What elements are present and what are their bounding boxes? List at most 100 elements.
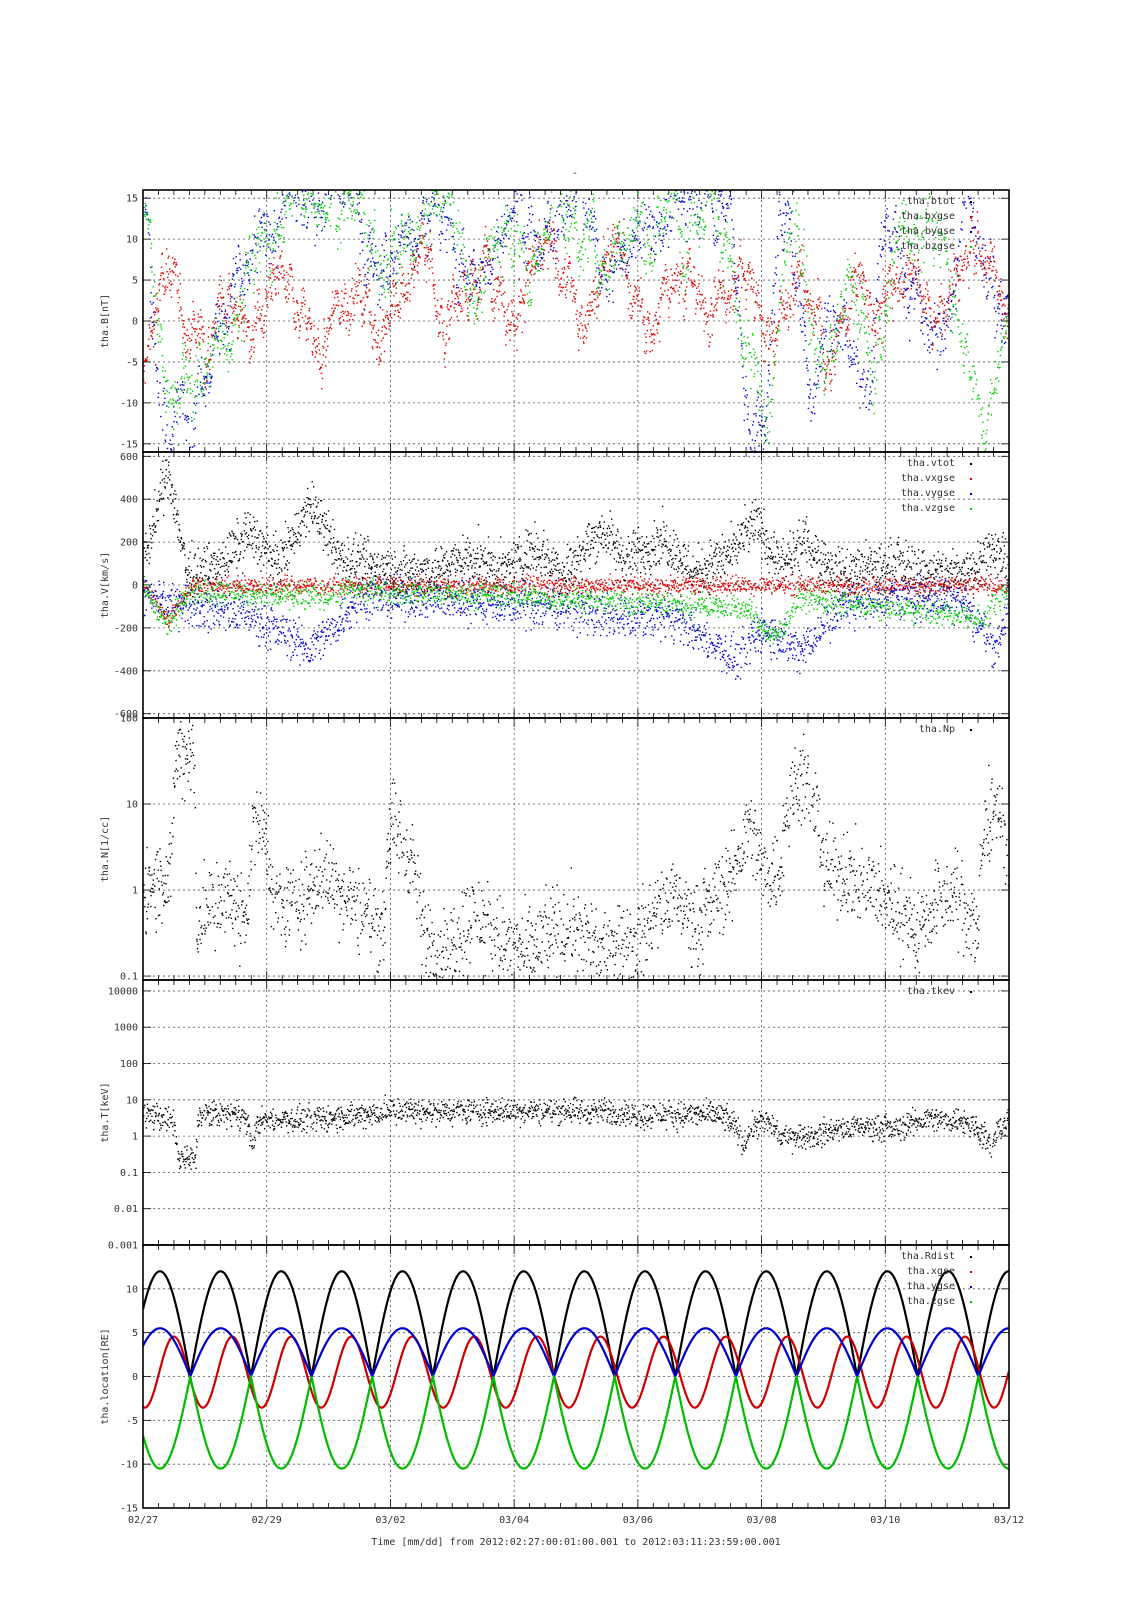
data-point — [584, 214, 587, 217]
data-point — [185, 439, 188, 441]
data-point — [238, 313, 241, 316]
data-point — [605, 288, 607, 290]
data-point — [405, 237, 408, 239]
data-point — [884, 226, 886, 229]
data-point — [288, 192, 291, 194]
data-point — [867, 289, 869, 292]
data-point — [346, 302, 349, 304]
data-point — [424, 264, 426, 266]
data-point — [689, 196, 692, 198]
data-point — [339, 322, 341, 324]
data-point — [406, 297, 409, 299]
data-point — [561, 290, 563, 293]
data-point — [664, 290, 666, 292]
data-point — [425, 281, 428, 283]
data-point — [892, 320, 894, 322]
data-point — [492, 258, 494, 260]
data-point — [714, 304, 717, 306]
data-point — [844, 318, 846, 320]
data-point — [316, 352, 318, 354]
data-point — [543, 239, 546, 241]
data-point — [546, 237, 548, 239]
data-point — [452, 286, 455, 288]
data-point — [729, 295, 731, 297]
data-point — [906, 287, 908, 290]
data-point — [848, 366, 851, 368]
data-point — [448, 309, 450, 311]
data-point — [460, 275, 462, 278]
data-point — [657, 322, 659, 324]
data-point — [222, 296, 225, 298]
data-point — [211, 334, 213, 337]
data-point — [409, 233, 411, 235]
data-point — [923, 343, 926, 345]
data-point — [640, 305, 642, 307]
data-point — [146, 359, 148, 361]
data-point — [395, 282, 397, 284]
data-point — [256, 301, 259, 303]
data-point — [285, 295, 287, 298]
data-point — [444, 199, 447, 201]
data-point — [385, 235, 387, 238]
data-point — [840, 320, 842, 323]
data-point — [765, 334, 767, 336]
data-point — [675, 198, 677, 201]
data-point — [734, 281, 736, 283]
data-point — [763, 425, 765, 427]
data-point — [794, 303, 796, 306]
data-point — [435, 315, 437, 317]
data-point — [600, 282, 602, 284]
data-point — [383, 288, 386, 291]
data-point — [844, 344, 847, 346]
data-point — [925, 302, 927, 305]
data-point — [500, 240, 502, 242]
data-point — [393, 231, 395, 233]
data-point — [220, 296, 222, 299]
data-point — [926, 281, 928, 284]
data-point — [866, 294, 869, 297]
data-point — [263, 228, 265, 231]
data-point — [713, 242, 715, 244]
data-point — [290, 202, 292, 205]
data-point — [694, 313, 697, 315]
data-point — [324, 216, 327, 219]
data-point — [834, 366, 836, 368]
data-point — [295, 321, 297, 323]
data-point — [539, 236, 541, 238]
data-point — [370, 314, 372, 316]
data-point — [286, 197, 288, 199]
data-point — [171, 433, 174, 436]
data-point — [400, 253, 402, 256]
data-point — [690, 271, 692, 273]
data-point — [905, 262, 907, 264]
data-point — [160, 266, 163, 268]
data-point — [229, 293, 231, 296]
data-point — [304, 190, 307, 192]
data-point — [752, 291, 754, 293]
data-point — [960, 228, 962, 230]
data-point — [798, 264, 800, 267]
data-point — [855, 355, 857, 357]
data-point — [634, 237, 636, 239]
data-point — [580, 322, 582, 325]
data-point — [440, 216, 443, 218]
data-point — [985, 271, 988, 274]
data-point — [991, 248, 994, 250]
data-point — [671, 274, 673, 276]
data-point — [608, 293, 611, 296]
data-point — [400, 234, 402, 236]
data-point — [621, 267, 623, 269]
data-point — [834, 311, 837, 314]
data-point — [749, 447, 752, 449]
data-point — [438, 322, 441, 324]
data-point — [143, 214, 146, 216]
data-point — [489, 283, 491, 285]
data-point — [356, 211, 359, 213]
data-point — [250, 355, 252, 358]
data-point — [686, 266, 688, 268]
data-point — [305, 327, 308, 329]
data-point — [509, 216, 511, 218]
data-point — [700, 293, 702, 296]
data-point — [890, 292, 893, 294]
